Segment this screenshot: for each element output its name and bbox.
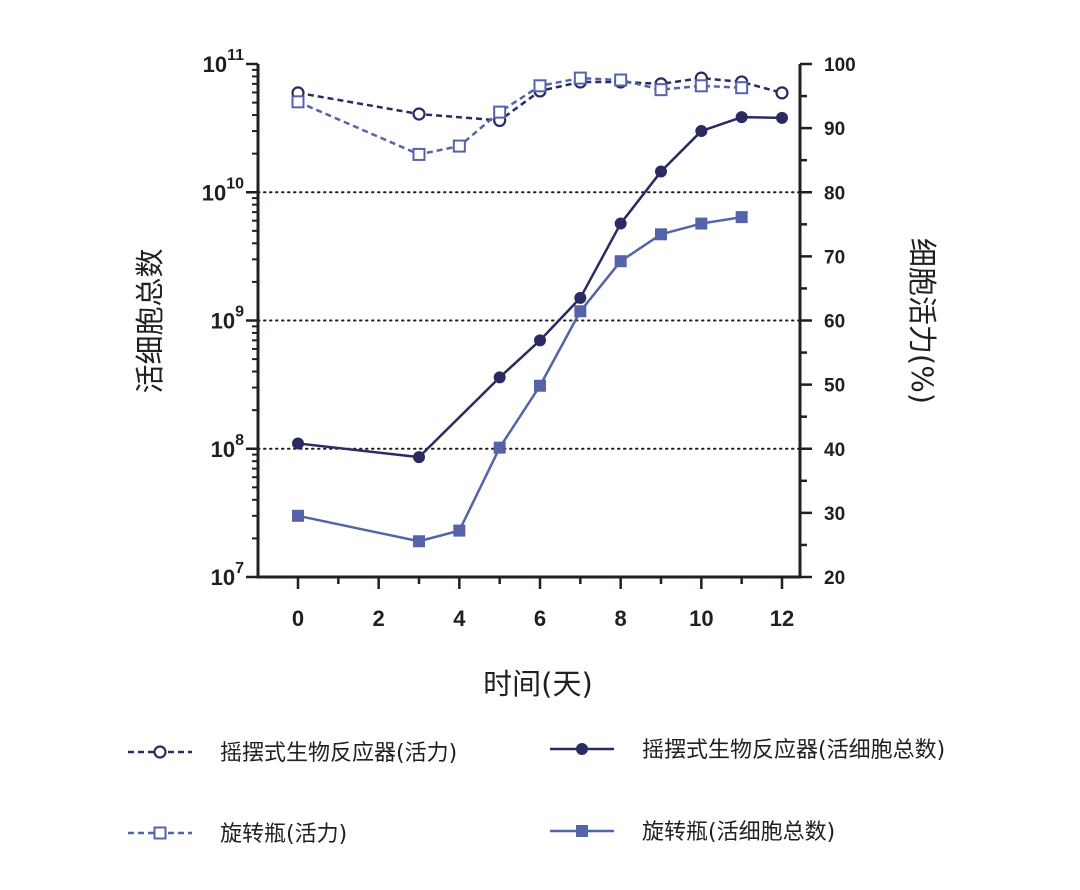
legend-label: 旋转瓶(活细胞总数) (642, 820, 835, 845)
data-point (292, 437, 304, 450)
data-point (735, 81, 749, 95)
left-y-axis-title: 活细胞总数 (133, 248, 167, 393)
right-y-tick-label: 80 (824, 183, 845, 204)
left-y-tick-label: 107 (211, 560, 244, 590)
x-axis-title: 时间(天) (483, 667, 593, 701)
right-y-tick-label: 50 (824, 376, 845, 397)
legend-marker (576, 825, 588, 837)
legend: 摇摆式生物反应器(活力) 摇摆式生物反应器(活细胞总数) 旋转瓶(活力) 旋转瓶(活细… (128, 738, 945, 847)
left-y-tick-label: 108 (211, 432, 244, 462)
right-y-tick-label: 90 (824, 119, 845, 140)
left-y-tick-label: 1010 (202, 175, 244, 205)
right-y-axis-title: 细胞活力(%) (905, 238, 939, 404)
x-tick-label: 4 (453, 606, 466, 631)
series-line (297, 215, 742, 543)
legend-marker (576, 743, 588, 755)
data-point (614, 255, 627, 268)
right-y-tick-label: 60 (824, 312, 845, 333)
legend-item-2: 摇摆式生物反应器(活细胞总数) (550, 738, 945, 763)
data-point (534, 379, 546, 392)
legend-item-3: 旋转瓶(活力) (128, 822, 347, 847)
data-point (655, 165, 667, 178)
data-point (695, 125, 708, 138)
data-point (654, 83, 668, 97)
plot-area (291, 71, 789, 548)
data-point (776, 111, 788, 124)
x-tick-label: 6 (534, 606, 546, 631)
data-point (493, 371, 506, 384)
data-point (735, 211, 748, 224)
data-point (534, 334, 546, 347)
series-4 (292, 211, 748, 548)
x-tick-label: 12 (770, 606, 794, 631)
data-point (775, 86, 789, 100)
x-tick-label: 0 (292, 606, 304, 631)
data-point (452, 139, 466, 153)
x-tick-label: 8 (615, 606, 627, 631)
legend-item-4: 旋转瓶(活细胞总数) (550, 820, 835, 845)
right-y-tick-label: 30 (824, 504, 845, 525)
data-point (573, 71, 587, 85)
data-point (614, 73, 628, 87)
series-3 (292, 111, 788, 464)
data-point (292, 509, 304, 522)
data-point (493, 441, 506, 454)
data-point (694, 79, 708, 93)
legend-label: 摇摆式生物反应器(活细胞总数) (642, 738, 945, 763)
right-y-tick-label: 100 (824, 55, 856, 76)
x-tick-label: 10 (689, 606, 713, 631)
axes: 0 2 4 6 8 10 12 107 108 109 1010 1011 20 30 40 50 60 70 80… (202, 47, 856, 631)
data-point (412, 107, 426, 121)
data-point (574, 291, 587, 304)
series-2 (291, 71, 749, 161)
left-y-tick-label: 109 (211, 304, 244, 334)
data-point (413, 535, 425, 548)
series-line (297, 115, 783, 459)
right-y-tick-label: 20 (824, 568, 845, 589)
legend-marker (153, 826, 167, 840)
data-point (574, 305, 587, 318)
right-y-tick-label: 40 (824, 440, 845, 461)
data-point (291, 95, 305, 109)
data-point (453, 524, 466, 537)
data-point (412, 147, 426, 161)
series-line (297, 76, 742, 156)
right-y-tick-label: 70 (824, 247, 845, 268)
data-point (695, 217, 708, 230)
data-point (735, 111, 748, 124)
data-point (413, 451, 425, 464)
series-line (297, 76, 783, 122)
data-point (533, 79, 547, 93)
legend-item-1: 摇摆式生物反应器(活力) (128, 741, 457, 766)
data-point (493, 105, 507, 119)
legend-marker (153, 745, 167, 759)
x-tick-label: 2 (373, 606, 385, 631)
data-point (655, 228, 667, 241)
legend-label: 旋转瓶(活力) (220, 822, 347, 847)
left-y-tick-label: 1011 (203, 47, 245, 77)
legend-label: 摇摆式生物反应器(活力) (220, 741, 457, 766)
gridlines (257, 191, 801, 450)
data-point (614, 217, 627, 230)
